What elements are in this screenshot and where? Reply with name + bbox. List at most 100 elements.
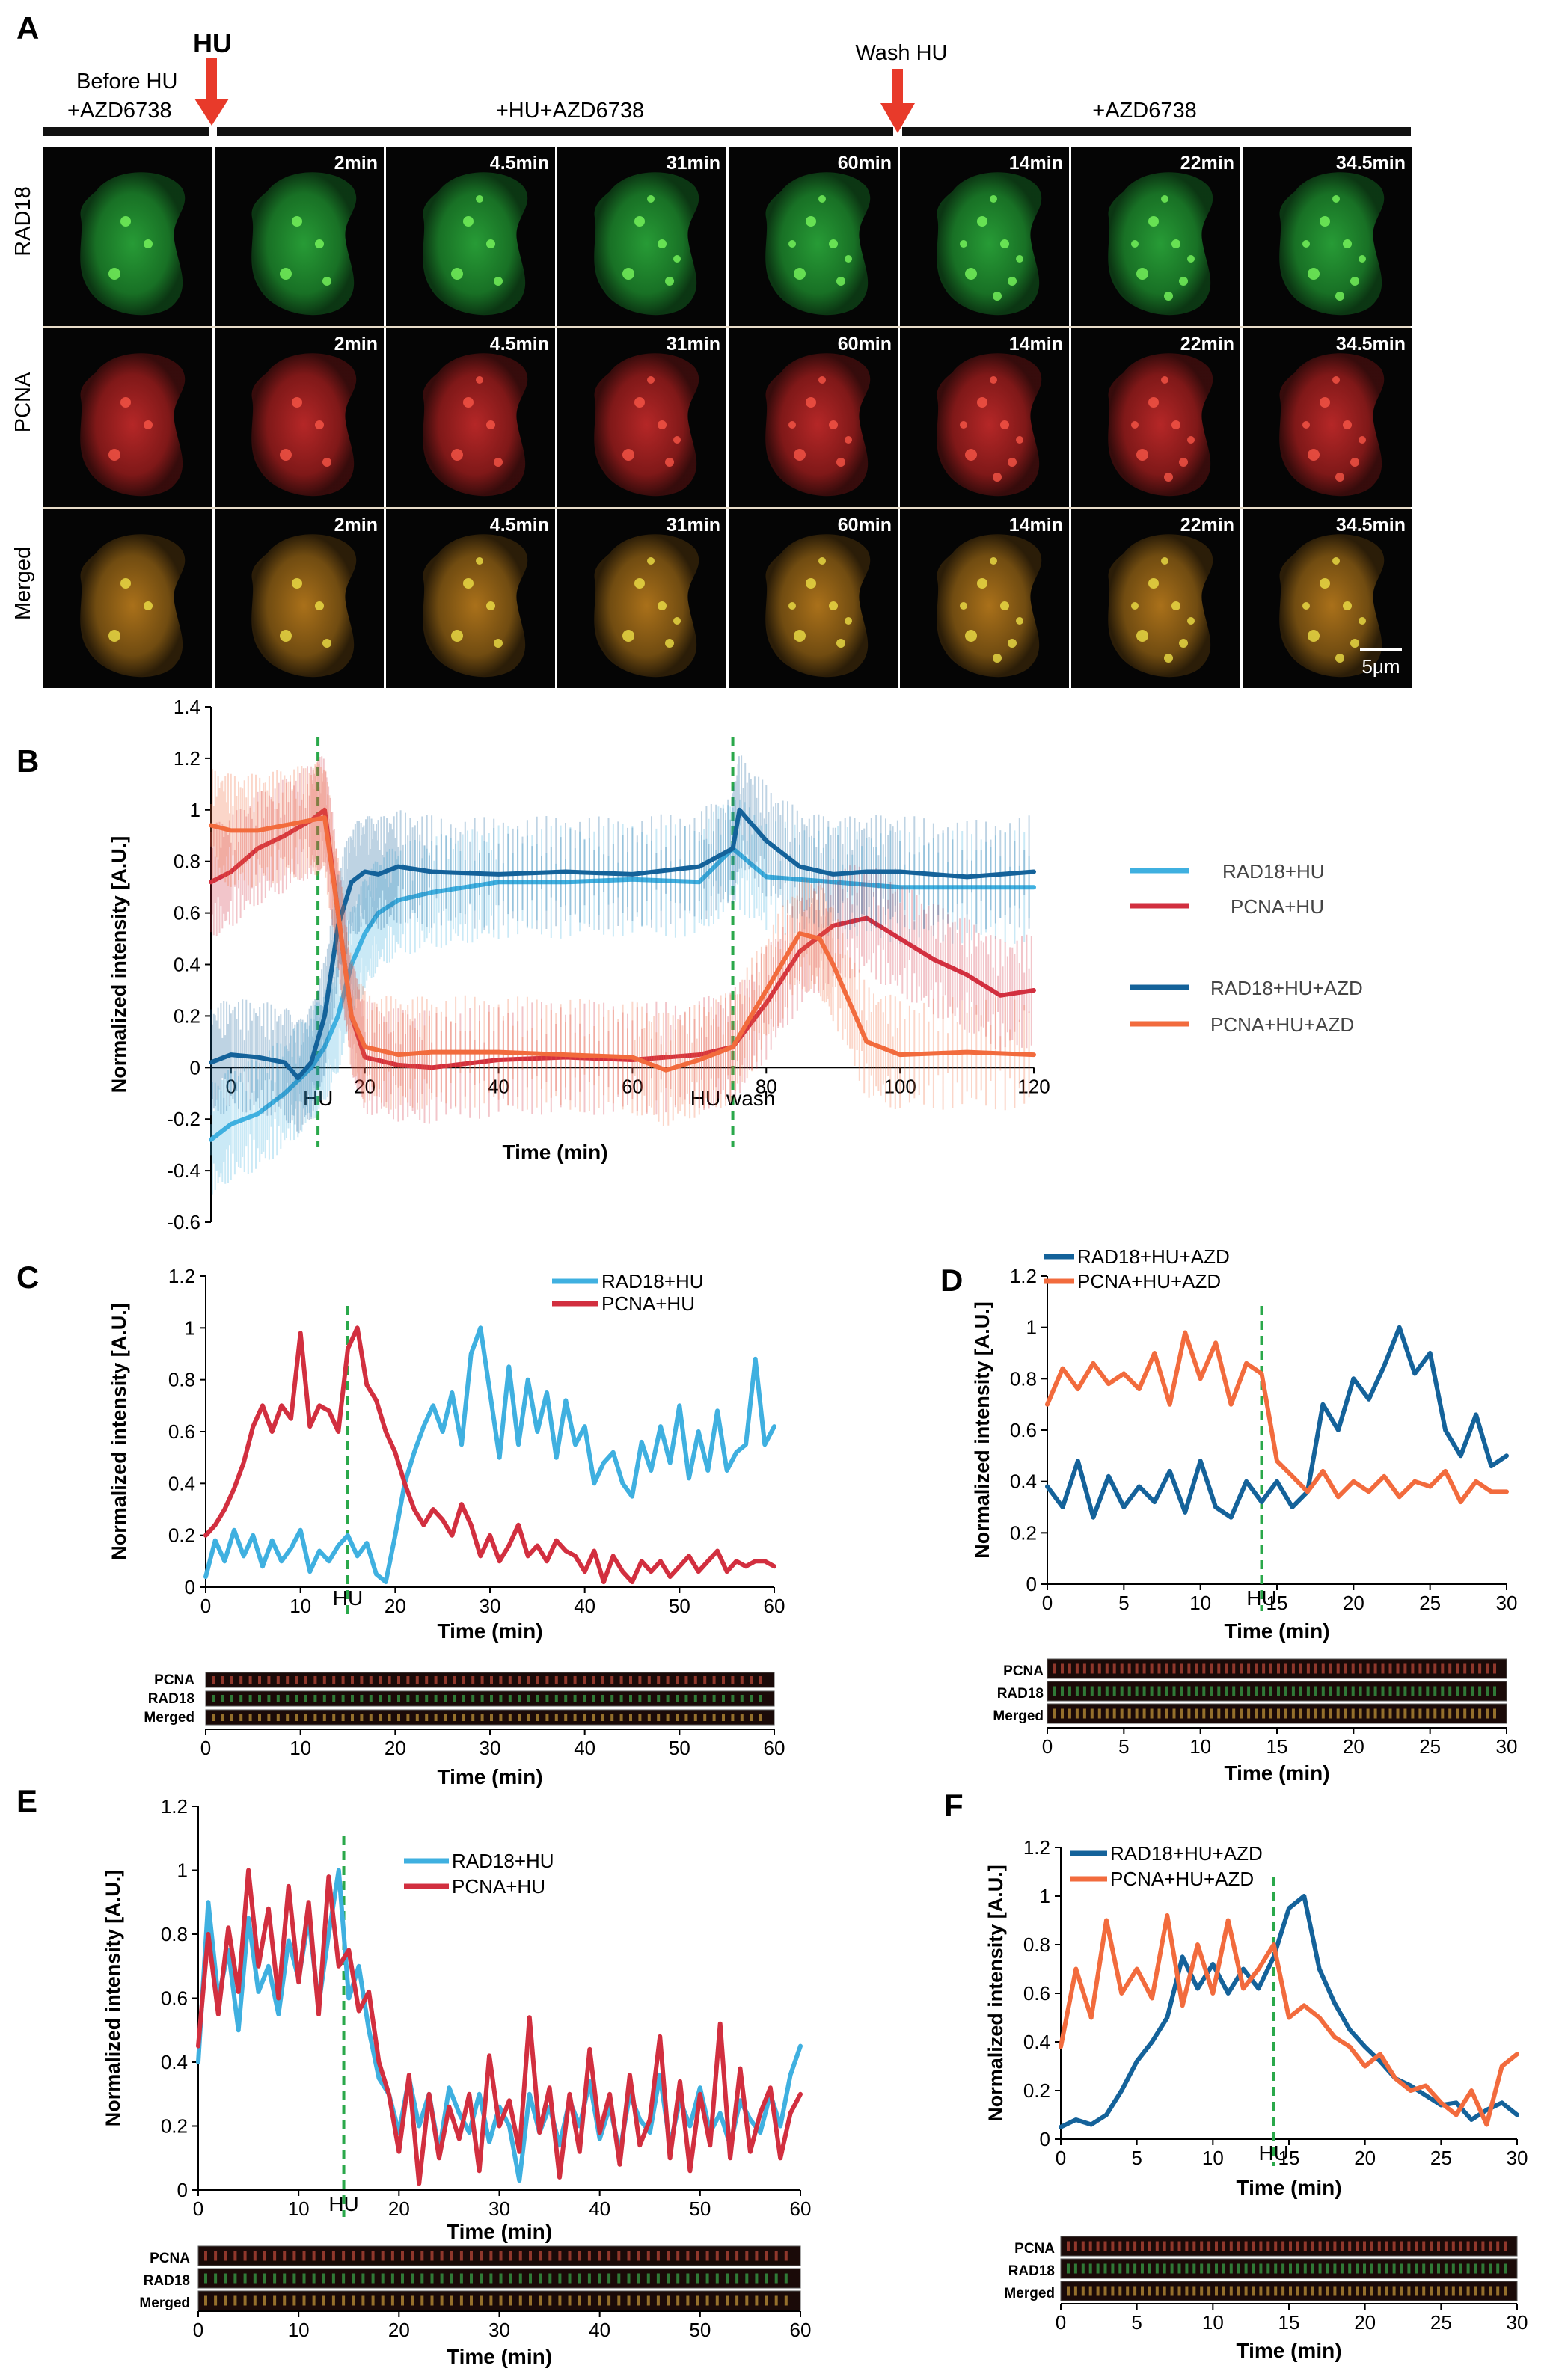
- x-tick-label-60: 60: [622, 1075, 643, 1097]
- time-label-14min: 14min: [1009, 153, 1063, 174]
- foci-spot: [818, 195, 826, 203]
- foci-spot: [144, 239, 153, 248]
- foci-spot: [1343, 420, 1352, 429]
- panel-d-label: D: [940, 1263, 963, 1298]
- foci-spot: [1343, 601, 1352, 610]
- x-tick-label-10: 10: [1202, 2147, 1224, 2169]
- panel-a: A HU Before HU +AZD6738 +HU+AZD6738 Wash…: [11, 10, 1412, 688]
- kymo-tick-label-5: 5: [1131, 2311, 1142, 2334]
- y-tick-label-0-4: -0.4: [167, 1159, 200, 1182]
- panel-b-label: B: [16, 743, 39, 779]
- f-ylabel: Normalized intensity [A.U.]: [984, 1865, 1007, 2122]
- kymo-label-pcna: PCNA: [1003, 1663, 1044, 1679]
- foci-spot: [1008, 277, 1017, 286]
- b-ylabel: Normalized intensity [A.U.]: [108, 836, 130, 1094]
- legend-c-pcna-hu: PCNA+HU: [601, 1292, 695, 1315]
- time-label-14min: 14min: [1009, 515, 1063, 536]
- foci-spot: [965, 449, 977, 461]
- y-tick-label-0-2: 0.2: [174, 1005, 200, 1027]
- foci-spot: [1187, 436, 1195, 444]
- y-tick-label-0: 0: [1026, 1573, 1037, 1595]
- kymo-tick-label-0: 0: [1042, 1735, 1053, 1758]
- series-line-pcna-hu: [196, 1868, 803, 2186]
- foci-spot: [1016, 436, 1023, 444]
- y-tick-label-1-2: 1.2: [1010, 1265, 1037, 1287]
- panel-e-plot: 0 0.2 0.4 0.6 0.8 1 1.2 0 10 20 30 40 50 60 Normalized…: [102, 1795, 811, 2243]
- x-tick-label-5: 5: [1131, 2147, 1142, 2169]
- time-label-2min: 2min: [334, 515, 378, 536]
- foci-spot: [622, 449, 634, 461]
- foci-spot: [1359, 617, 1366, 625]
- foci-spot: [794, 268, 806, 280]
- y-tick-label-1: 1: [177, 1859, 188, 1882]
- cell-nucleus: [1108, 353, 1213, 497]
- y-tick-label-0: 0: [1040, 2128, 1050, 2150]
- y-tick-label-0-6: 0.6: [174, 902, 200, 924]
- y-tick-label-0-6: 0.6: [1010, 1419, 1037, 1441]
- x-tick-label-0: 0: [226, 1075, 236, 1097]
- cell-nucleus: [251, 353, 357, 497]
- x-tick-label-15: 15: [1266, 1592, 1288, 1614]
- y-tick-label-0-4: 0.4: [1010, 1470, 1037, 1493]
- x-tick-label-50: 50: [689, 2197, 711, 2220]
- legend-f-rad18-hu-azd: RAD18+HU+AZD: [1110, 1842, 1263, 1865]
- foci-spot: [1161, 376, 1168, 384]
- foci-spot: [494, 639, 503, 648]
- kymo-label-rad18: RAD18: [144, 2273, 190, 2289]
- kymo-tick-label-15: 15: [1266, 1735, 1288, 1758]
- before-azd-label: +AZD6738: [67, 99, 171, 123]
- cell-nucleus: [1279, 353, 1385, 497]
- kymo-strip-merged: [1060, 2281, 1518, 2301]
- scale-bar-label: 5μm: [1361, 655, 1400, 678]
- foci-spot: [1320, 397, 1330, 408]
- micro-tile-merged-6: 22min: [1071, 509, 1240, 688]
- foci-spot: [836, 277, 845, 286]
- foci-spot: [1148, 397, 1159, 408]
- foci-spot: [990, 195, 997, 203]
- foci-spot: [1302, 421, 1310, 429]
- series-line-rad18-hu-azd: [1045, 1325, 1509, 1520]
- micro-tile-pcna-3: 31min: [557, 328, 726, 507]
- wash-arrow: [880, 69, 915, 133]
- x-tick-label-60: 60: [764, 1595, 785, 1617]
- time-label-31min: 31min: [667, 153, 720, 174]
- time-label-60min: 60min: [838, 334, 892, 355]
- foci-spot: [486, 601, 495, 610]
- foci-spot: [1179, 458, 1188, 467]
- foci-spot: [658, 420, 667, 429]
- c-ylabel: Normalized intensity [A.U.]: [108, 1303, 130, 1560]
- panel-e: E 0 0.2 0.4 0.6 0.8 1 1.2 0 10 20 30 40 50 60 Normaliz…: [16, 1783, 811, 2368]
- y-tick-label-0-4: 0.4: [174, 954, 200, 976]
- foci-spot: [622, 268, 634, 280]
- foci-spot: [647, 195, 655, 203]
- foci-spot: [463, 578, 474, 589]
- kymo-tick-label-30: 30: [488, 2319, 510, 2341]
- time-label-34-5min: 34.5min: [1336, 153, 1406, 174]
- y-tick-label-0-8: 0.8: [161, 1923, 188, 1945]
- legend-d-pcna-hu-azd: PCNA+HU+AZD: [1077, 1270, 1221, 1292]
- x-tick-label-40: 40: [574, 1595, 595, 1617]
- kymo-f-xlabel: Time (min): [1236, 2339, 1341, 2362]
- micro-tile-rad18-0: [43, 147, 212, 326]
- micro-tile-rad18-6: 22min: [1071, 147, 1240, 326]
- cell-nucleus: [594, 353, 699, 497]
- kymo-label-pcna: PCNA: [154, 1672, 194, 1688]
- cell-nucleus: [80, 353, 186, 497]
- y-tick-label-1: 1: [1040, 1885, 1050, 1907]
- kymo-label-rad18: RAD18: [1008, 2263, 1055, 2279]
- foci-spot: [1187, 617, 1195, 625]
- legend-e-rad18-hu: RAD18+HU: [452, 1850, 554, 1872]
- panel-c-label: C: [16, 1260, 39, 1295]
- foci-spot: [806, 397, 816, 408]
- y-tick-label-0-2: 0.2: [1023, 2079, 1050, 2102]
- x-tick-label-20: 20: [1343, 1592, 1364, 1614]
- row-separator: [43, 326, 1411, 328]
- kymo-tick-label-0: 0: [193, 2319, 203, 2341]
- x-tick-label-5: 5: [1118, 1592, 1129, 1614]
- kymo-tick-label-20: 20: [1354, 2311, 1376, 2334]
- b-xlabel: Time (min): [502, 1141, 607, 1164]
- x-tick-label-25: 25: [1430, 2147, 1452, 2169]
- before-hu-label: Before HU: [76, 70, 177, 93]
- foci-spot: [1016, 255, 1023, 263]
- cell-nucleus: [765, 534, 871, 678]
